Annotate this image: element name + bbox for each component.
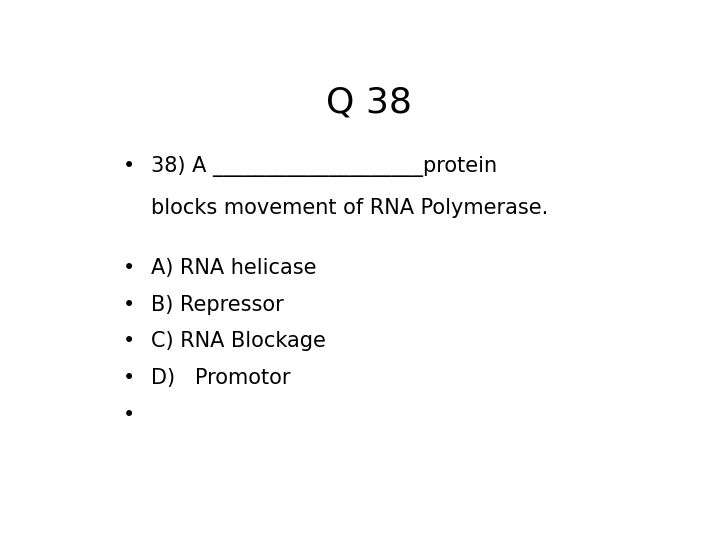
Text: Q 38: Q 38 [326, 85, 412, 119]
Text: •: • [123, 332, 135, 352]
Text: •: • [123, 258, 135, 278]
Text: •: • [123, 156, 135, 176]
Text: A) RNA helicase: A) RNA helicase [151, 258, 317, 278]
Text: B) Repressor: B) Repressor [151, 295, 284, 315]
Text: •: • [123, 368, 135, 388]
Text: C) RNA Blockage: C) RNA Blockage [151, 332, 326, 352]
Text: blocks movement of RNA Polymerase.: blocks movement of RNA Polymerase. [151, 198, 549, 218]
Text: •: • [123, 295, 135, 315]
Text: 38) A ____________________protein: 38) A ____________________protein [151, 156, 498, 177]
Text: D)   Promotor: D) Promotor [151, 368, 291, 388]
Text: •: • [123, 404, 135, 424]
